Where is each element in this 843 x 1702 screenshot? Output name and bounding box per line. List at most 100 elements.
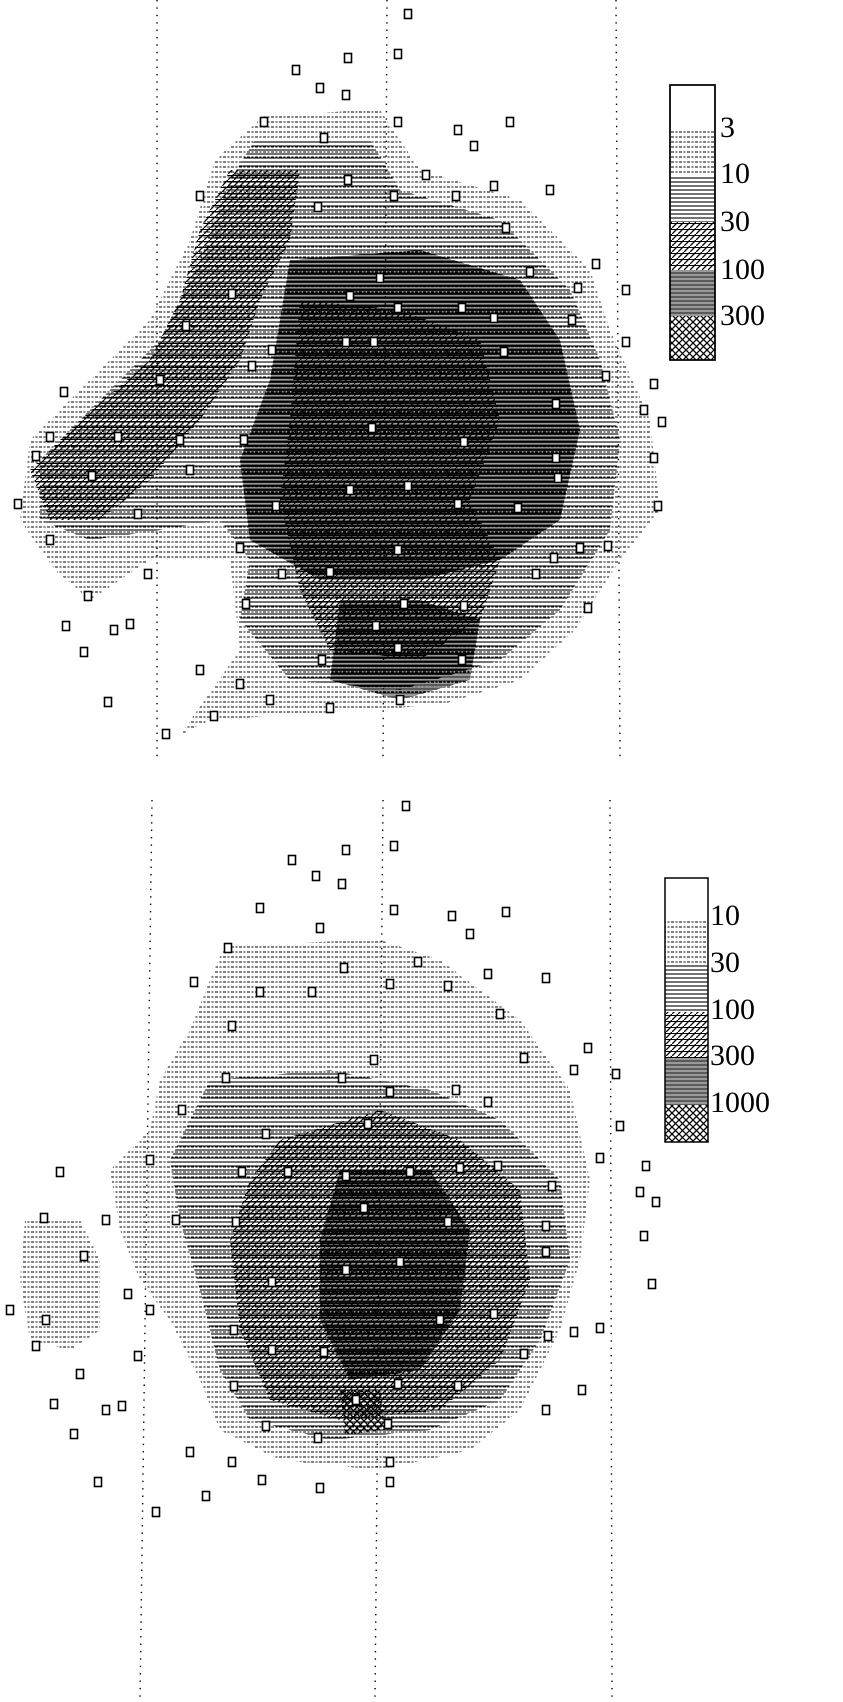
station-marker <box>601 370 611 382</box>
station-marker <box>577 1384 587 1396</box>
station-marker <box>369 336 379 348</box>
station-marker <box>393 116 403 128</box>
map-top <box>20 110 660 735</box>
legend-label: 10 <box>720 157 750 190</box>
station-marker <box>45 534 55 546</box>
station-marker <box>443 1216 453 1228</box>
contour-area <box>340 1390 385 1435</box>
station-marker <box>255 902 265 914</box>
station-marker <box>371 620 381 632</box>
station-marker <box>313 201 323 213</box>
station-marker <box>343 52 353 64</box>
station-marker <box>341 844 351 856</box>
station-marker <box>389 904 399 916</box>
station-marker <box>457 654 467 666</box>
station-marker <box>453 1380 463 1392</box>
station-marker <box>337 1072 347 1084</box>
station-marker <box>459 600 469 612</box>
station-marker <box>363 1118 373 1130</box>
station-marker <box>595 1152 605 1164</box>
station-marker <box>359 1202 369 1214</box>
station-marker <box>393 302 403 314</box>
contour-area <box>330 600 480 700</box>
station-marker <box>393 544 403 556</box>
station-marker <box>155 374 165 386</box>
station-marker <box>319 132 329 144</box>
station-marker <box>451 1084 461 1096</box>
station-marker <box>385 1086 395 1098</box>
station-marker <box>393 642 403 654</box>
station-marker <box>255 986 265 998</box>
station-marker <box>345 290 355 302</box>
station-marker <box>339 962 349 974</box>
station-marker <box>231 1216 241 1228</box>
station-marker <box>553 472 563 484</box>
station-marker <box>395 1256 405 1268</box>
station-marker <box>315 82 325 94</box>
station-marker <box>567 314 577 326</box>
station-marker <box>143 568 153 580</box>
station-marker <box>489 312 499 324</box>
station-marker <box>541 1246 551 1258</box>
station-marker <box>75 1368 85 1380</box>
station-marker <box>455 1162 465 1174</box>
station-marker <box>55 1166 65 1178</box>
station-marker <box>257 1474 267 1486</box>
station-marker <box>505 116 515 128</box>
station-marker <box>453 498 463 510</box>
station-marker <box>495 1008 505 1020</box>
station-marker <box>621 284 631 296</box>
station-marker <box>647 1278 657 1290</box>
station-marker <box>383 1418 393 1430</box>
station-marker <box>317 654 327 666</box>
station-marker <box>621 336 631 348</box>
station-marker <box>385 1456 395 1468</box>
station-marker <box>583 1042 593 1054</box>
station-marker <box>513 502 523 514</box>
station-marker <box>591 258 601 270</box>
station-marker <box>395 694 405 706</box>
station-marker <box>595 1322 605 1334</box>
station-marker <box>639 1230 649 1242</box>
station-marker <box>341 1264 351 1276</box>
station-marker <box>551 452 561 464</box>
station-marker <box>113 431 123 443</box>
station-marker <box>569 1064 579 1076</box>
station-marker <box>639 404 649 416</box>
station-marker <box>151 1506 161 1518</box>
contour-area <box>280 300 500 660</box>
station-markers <box>5 8 667 1518</box>
station-marker <box>283 1166 293 1178</box>
station-marker <box>451 190 461 202</box>
station-marker <box>541 972 551 984</box>
station-marker <box>315 1482 325 1494</box>
legend-bottom: 10 30 100 300 1000 <box>664 877 770 1143</box>
station-marker <box>611 1068 621 1080</box>
station-marker <box>227 1020 237 1032</box>
station-marker <box>261 1128 271 1140</box>
station-marker <box>221 1072 231 1084</box>
station-marker <box>337 878 347 890</box>
station-marker <box>39 1212 49 1224</box>
station-marker <box>267 1276 277 1288</box>
station-marker <box>123 1288 133 1300</box>
station-marker <box>41 1314 51 1326</box>
station-marker <box>641 1160 651 1172</box>
station-marker <box>315 922 325 934</box>
station-marker <box>403 480 413 492</box>
station-marker <box>569 1326 579 1338</box>
station-marker <box>367 422 377 434</box>
station-marker <box>185 464 195 476</box>
station-marker <box>277 568 287 580</box>
station-marker <box>133 508 143 520</box>
contour-area <box>20 1220 100 1350</box>
station-marker <box>209 710 219 722</box>
station-marker <box>493 1160 503 1172</box>
station-marker <box>657 416 667 428</box>
contour-area <box>320 1170 470 1380</box>
station-marker <box>549 552 559 564</box>
legend-label: 3 <box>720 111 735 144</box>
station-marker <box>343 174 353 186</box>
station-marker <box>241 598 251 610</box>
